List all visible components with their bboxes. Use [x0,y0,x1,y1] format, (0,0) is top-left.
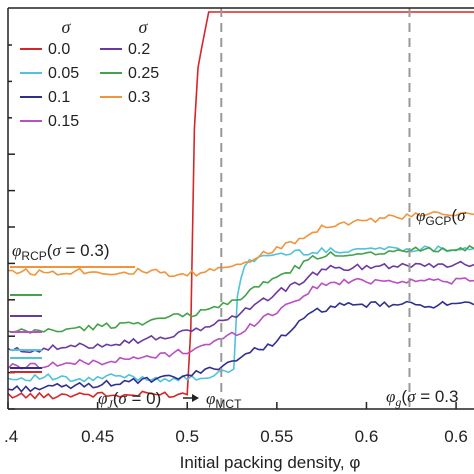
legend-label: 0.3 [128,89,150,106]
series-line-0-3 [7,210,474,278]
legend-label: 0.15 [48,113,79,130]
phi-j-arrowhead [192,394,199,402]
legend-label: 0.2 [128,41,150,58]
annotation-phi-g: φg(σ = 0.3 [386,387,458,409]
annotation-phi-j: φJ(σ = 0) [98,389,161,411]
x-tick-label: 0.55 [260,427,293,446]
x-tick-label: .4 [4,427,18,446]
x-axis-label: Initial packing density, φ [180,453,361,472]
x-ticks: .4 0.45 0.5 0.55 0.6 0.6 [4,402,468,446]
annotation-rcp: φRCP(σ = 0.3) [12,241,109,263]
x-tick-label: 0.45 [81,427,114,446]
x-tick-label: 0.6 [355,427,379,446]
legend-label: 0.0 [48,41,70,58]
x-tick-label: 0.5 [175,427,199,446]
series-line-0-15 [7,277,474,370]
x-tick-label: 0.6 [444,427,468,446]
legend-label: 0.25 [128,65,159,82]
series-line-0-25 [7,244,474,335]
legend-heading-left: σ [62,17,72,37]
plot-lines [7,11,474,400]
series-line-0-05 [7,245,474,383]
annotation-gcp: φGCP(σ [416,206,466,228]
legend-items: 0.0 0.05 0.1 0.15 0.2 0.25 0.3 [20,41,159,130]
series-line-0-1 [7,300,474,393]
legend-label: 0.1 [48,89,70,106]
series-line-0-2 [7,260,474,354]
axes [7,7,474,410]
series-line-0-0 [7,11,474,400]
legend-label: 0.05 [48,65,79,82]
legend-heading-right: σ [139,17,149,37]
legend: σ σ 0.0 0.05 0.1 0.15 0.2 0.25 0.3 [12,11,174,135]
annotation-phi-mct: φMCT [206,389,242,411]
reference-lines [220,8,411,409]
